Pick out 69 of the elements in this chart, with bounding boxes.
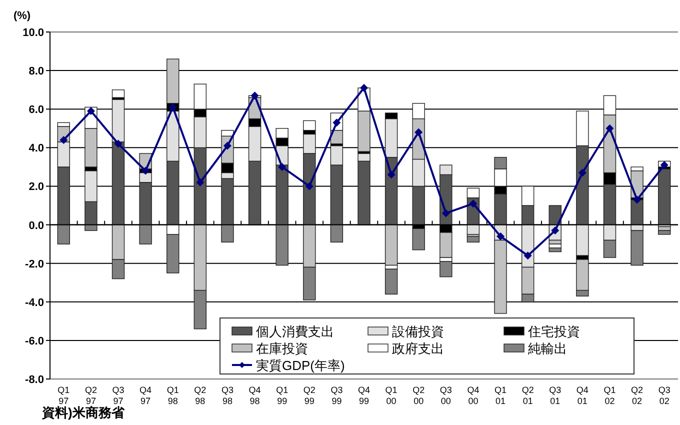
point [414, 128, 423, 136]
point [86, 107, 95, 116]
x-tick-label: Q2 01 [522, 385, 534, 406]
point [578, 168, 586, 177]
point [305, 182, 314, 190]
point [114, 140, 122, 148]
bar [303, 120, 316, 131]
x-tick-label: Q2 99 [303, 385, 316, 406]
y-axis-title: (%) [13, 10, 31, 22]
legend-label: 個人消費支出 [256, 324, 334, 339]
x-tick-label: Q1 02 [604, 385, 616, 406]
point [250, 92, 259, 100]
x-tick-label: Q3 97 [112, 385, 124, 406]
bar [112, 89, 125, 98]
legend-label: 政府支出 [392, 341, 444, 356]
x-tick-label: Q1 98 [166, 385, 179, 406]
y-tick-label: -8.0 [25, 374, 44, 386]
x-tick-label: Q4 00 [467, 385, 480, 406]
x-tick-label: Q4 01 [576, 385, 588, 406]
legend-label: 在庫投資 [256, 341, 308, 356]
point [606, 124, 614, 132]
y-tick-label: 6.0 [28, 104, 44, 116]
y-tick-label: 10.0 [22, 27, 44, 39]
legend-label: 実質GDP(年率) [256, 358, 345, 373]
x-tick-label: Q4 99 [358, 385, 370, 406]
bar [440, 261, 452, 278]
point [360, 84, 368, 92]
y-tick-label: -4.0 [25, 296, 44, 309]
x-tick-label: Q3 98 [221, 385, 234, 406]
point [633, 196, 642, 204]
y-tick-label: 4.0 [28, 142, 44, 155]
x-tick-label: Q2 02 [631, 385, 644, 406]
y-tick-label: 8.0 [28, 66, 44, 78]
x-tick-label: Q1 99 [276, 385, 288, 406]
x-tick-label: Q4 97 [140, 385, 152, 406]
point [142, 166, 150, 175]
point [196, 178, 204, 186]
point [60, 136, 68, 144]
x-tick-label: Q2 97 [84, 385, 97, 406]
legend-label: 住宅投資 [527, 324, 580, 339]
x-tick-label: Q2 00 [412, 385, 425, 406]
y-tick-label: 0.0 [28, 220, 44, 232]
text: 資料)米商務省 [41, 405, 126, 420]
point [442, 209, 450, 218]
point [168, 103, 177, 112]
bar [412, 228, 425, 250]
y-tick-label: 2.0 [28, 181, 44, 194]
x-tick-label: Q3 01 [549, 385, 562, 406]
bar [384, 268, 398, 295]
x-tick-label: Q3 00 [440, 385, 452, 406]
x-tick-label: Q4 98 [248, 385, 261, 406]
x-tick-label: Q1 01 [494, 385, 507, 406]
y-tick-label: -6.0 [25, 335, 44, 348]
point [387, 170, 396, 179]
x-tick-label: Q1 00 [385, 385, 398, 406]
legend-label: 設備投資 [392, 324, 444, 339]
legend-label: 純輸出 [528, 341, 567, 356]
point [469, 200, 478, 208]
point [524, 252, 532, 260]
x-tick-label: Q3 99 [330, 385, 343, 406]
bar [548, 248, 562, 252]
x-tick-label: Q2 98 [194, 385, 206, 406]
bar [466, 236, 480, 242]
bar [658, 230, 671, 235]
y-tick-label: -2.0 [25, 258, 44, 270]
x-tick-label: Q3 02 [658, 385, 670, 406]
x-tick-label: Q1 97 [58, 385, 70, 406]
point [278, 162, 286, 171]
point [660, 161, 668, 170]
